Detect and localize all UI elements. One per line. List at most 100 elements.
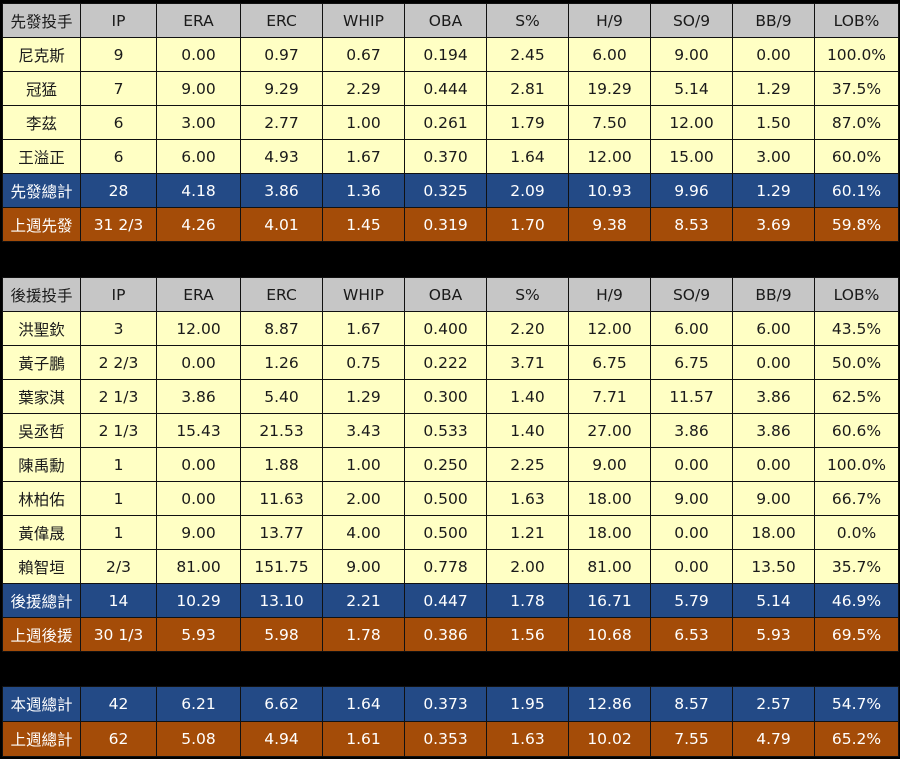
cell-whip: 1.61 bbox=[322, 721, 405, 757]
cell-era: 3.00 bbox=[156, 105, 241, 140]
cell-era: 12.00 bbox=[156, 311, 241, 346]
cell-so9: 8.53 bbox=[650, 207, 733, 242]
cell-ip: 7 bbox=[80, 71, 157, 106]
cell-ip: 1 bbox=[80, 447, 157, 482]
cell-ip: 6 bbox=[80, 105, 157, 140]
cell-era: 0.00 bbox=[156, 481, 241, 516]
cell-so9: 6.00 bbox=[650, 311, 733, 346]
row-label: 洪聖欽 bbox=[2, 311, 81, 346]
cell-lob: 87.0% bbox=[814, 105, 899, 140]
cell-lob: 69.5% bbox=[814, 617, 899, 652]
cell-s: 2.45 bbox=[486, 37, 569, 72]
cell-lob: 60.1% bbox=[814, 173, 899, 208]
starters-total-row: 先發總計 28 4.18 3.86 1.36 0.325 2.09 10.93 9.96 1.29… bbox=[2, 173, 899, 208]
cell-whip: 2.00 bbox=[322, 481, 405, 516]
column-header: S% bbox=[486, 3, 569, 38]
cell-erc: 6.62 bbox=[240, 686, 323, 722]
cell-s: 2.81 bbox=[486, 71, 569, 106]
cell-oba: 0.325 bbox=[404, 173, 487, 208]
cell-so9: 0.00 bbox=[650, 447, 733, 482]
cell-so9: 5.79 bbox=[650, 583, 733, 618]
cell-erc: 11.63 bbox=[240, 481, 323, 516]
cell-lob: 50.0% bbox=[814, 345, 899, 380]
cell-era: 5.93 bbox=[156, 617, 241, 652]
cell-erc: 0.97 bbox=[240, 37, 323, 72]
row-label: 吳丞哲 bbox=[2, 413, 81, 448]
column-header: ERA bbox=[156, 277, 241, 312]
row-label: 賴智垣 bbox=[2, 549, 81, 584]
cell-whip: 2.29 bbox=[322, 71, 405, 106]
cell-so9: 15.00 bbox=[650, 139, 733, 174]
cell-lob: 37.5% bbox=[814, 71, 899, 106]
cell-erc: 5.98 bbox=[240, 617, 323, 652]
cell-erc: 8.87 bbox=[240, 311, 323, 346]
cell-oba: 0.373 bbox=[404, 686, 487, 722]
column-header: OBA bbox=[404, 277, 487, 312]
cell-so9: 3.86 bbox=[650, 413, 733, 448]
cell-oba: 0.386 bbox=[404, 617, 487, 652]
cell-s: 2.25 bbox=[486, 447, 569, 482]
cell-bb9: 5.14 bbox=[732, 583, 815, 618]
cell-ip: 3 bbox=[80, 311, 157, 346]
cell-h9: 19.29 bbox=[568, 71, 651, 106]
cell-bb9: 3.86 bbox=[732, 413, 815, 448]
cell-so9: 0.00 bbox=[650, 515, 733, 550]
row-label: 上週先發 bbox=[2, 207, 81, 242]
cell-s: 2.00 bbox=[486, 549, 569, 584]
cell-s: 1.64 bbox=[486, 139, 569, 174]
cell-bb9: 0.00 bbox=[732, 447, 815, 482]
cell-erc: 3.86 bbox=[240, 173, 323, 208]
cell-s: 1.21 bbox=[486, 515, 569, 550]
cell-bb9: 3.00 bbox=[732, 139, 815, 174]
cell-h9: 10.68 bbox=[568, 617, 651, 652]
cell-whip: 1.78 bbox=[322, 617, 405, 652]
cell-so9: 7.55 bbox=[650, 721, 733, 757]
cell-h9: 9.00 bbox=[568, 447, 651, 482]
column-header: H/9 bbox=[568, 277, 651, 312]
cell-h9: 6.00 bbox=[568, 37, 651, 72]
row-label: 李茲 bbox=[2, 105, 81, 140]
cell-so9: 9.96 bbox=[650, 173, 733, 208]
cell-oba: 0.353 bbox=[404, 721, 487, 757]
cell-h9: 9.38 bbox=[568, 207, 651, 242]
cell-so9: 6.53 bbox=[650, 617, 733, 652]
cell-oba: 0.300 bbox=[404, 379, 487, 414]
cell-h9: 10.93 bbox=[568, 173, 651, 208]
cell-s: 1.79 bbox=[486, 105, 569, 140]
cell-so9: 0.00 bbox=[650, 549, 733, 584]
cell-oba: 0.370 bbox=[404, 139, 487, 174]
cell-s: 1.56 bbox=[486, 617, 569, 652]
cell-s: 1.78 bbox=[486, 583, 569, 618]
cell-s: 1.40 bbox=[486, 379, 569, 414]
cell-whip: 1.45 bbox=[322, 207, 405, 242]
cell-oba: 0.533 bbox=[404, 413, 487, 448]
cell-oba: 0.400 bbox=[404, 311, 487, 346]
cell-h9: 81.00 bbox=[568, 549, 651, 584]
cell-oba: 0.319 bbox=[404, 207, 487, 242]
row-label: 上週總計 bbox=[2, 721, 81, 757]
table-row: 尼克斯 9 0.00 0.97 0.67 0.194 2.45 6.00 9.00 0.00 100… bbox=[2, 37, 899, 72]
row-label: 葉家淇 bbox=[2, 379, 81, 414]
column-header: ERC bbox=[240, 3, 323, 38]
relievers-total-row: 後援總計 14 10.29 13.10 2.21 0.447 1.78 16.71 5.79 5.… bbox=[2, 583, 899, 618]
starters-last-week-row: 上週先發 31 2/3 4.26 4.01 1.45 0.319 1.70 9.38 8.53 3… bbox=[2, 207, 899, 242]
cell-era: 3.86 bbox=[156, 379, 241, 414]
cell-bb9: 1.29 bbox=[732, 173, 815, 208]
cell-ip: 6 bbox=[80, 139, 157, 174]
cell-bb9: 6.00 bbox=[732, 311, 815, 346]
column-header: S% bbox=[486, 277, 569, 312]
cell-oba: 0.444 bbox=[404, 71, 487, 106]
cell-s: 1.40 bbox=[486, 413, 569, 448]
cell-lob: 100.0% bbox=[814, 447, 899, 482]
table-row: 陳禹勳 1 0.00 1.88 1.00 0.250 2.25 9.00 0.00 0.00 100… bbox=[2, 447, 899, 482]
relievers-last-week-row: 上週後援 30 1/3 5.93 5.98 1.78 0.386 1.56 10.68 6.53… bbox=[2, 617, 899, 652]
cell-oba: 0.500 bbox=[404, 515, 487, 550]
cell-erc: 5.40 bbox=[240, 379, 323, 414]
table-row: 吳丞哲 2 1/3 15.43 21.53 3.43 0.533 1.40 27.00 3.86… bbox=[2, 413, 899, 448]
column-header: LOB% bbox=[814, 277, 899, 312]
cell-era: 0.00 bbox=[156, 345, 241, 380]
cell-s: 2.09 bbox=[486, 173, 569, 208]
row-label: 本週總計 bbox=[2, 686, 81, 722]
cell-era: 9.00 bbox=[156, 71, 241, 106]
table-row: 黃偉晟 1 9.00 13.77 4.00 0.500 1.21 18.00 0.00 18.00… bbox=[2, 515, 899, 550]
